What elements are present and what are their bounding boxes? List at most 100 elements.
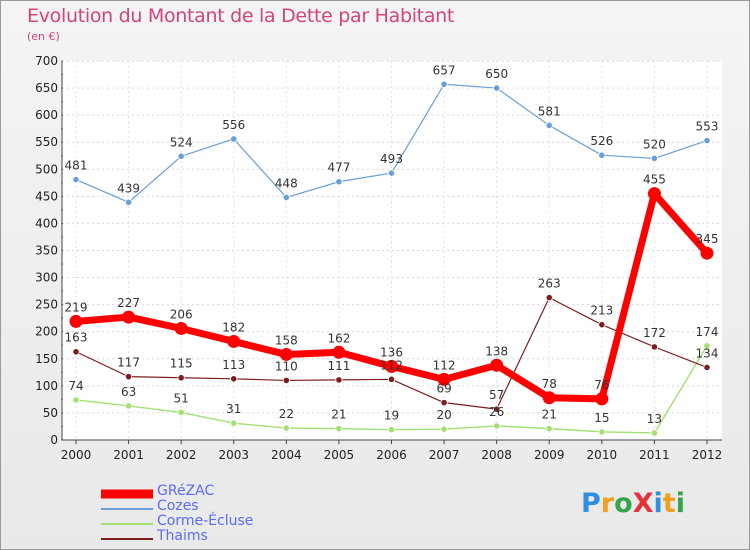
data-label-thaims: 111 — [327, 359, 350, 373]
data-label-thaims: 57 — [489, 388, 504, 402]
logo-letter: P — [581, 488, 601, 519]
y-tick-label: 500 — [35, 162, 58, 176]
x-tick-label: 2002 — [166, 448, 197, 462]
data-label-cozes: 650 — [485, 67, 508, 81]
point-cozes — [387, 169, 396, 177]
data-label-grezac: 162 — [327, 331, 350, 345]
data-label-thaims: 213 — [590, 304, 613, 318]
data-label-cozes: 553 — [696, 120, 719, 134]
point-corme-ecluse — [335, 425, 343, 433]
legend-label: GRéZAC — [157, 483, 215, 499]
point-cozes — [598, 151, 606, 159]
data-label-cozes: 657 — [433, 63, 456, 77]
data-label-thaims: 115 — [170, 357, 193, 371]
point-thaims — [124, 373, 133, 381]
point-cozes — [124, 198, 133, 206]
legend-swatch — [101, 537, 153, 540]
point-cozes — [703, 136, 711, 145]
data-label-grezac: 182 — [222, 320, 245, 334]
point-grezac — [122, 310, 136, 324]
x-tick-label: 2005 — [324, 448, 355, 462]
data-label-cozes: 524 — [170, 135, 193, 149]
point-grezac — [437, 372, 451, 386]
point-corme-ecluse — [493, 422, 501, 430]
legend-label: Corme-Écluse — [157, 513, 254, 529]
point-grezac — [279, 347, 293, 361]
axes: 0 50 100 150 200 250 300 350 400 450 500 550 600 650 7… — [35, 54, 722, 462]
logo-letter: o — [614, 488, 633, 519]
data-label-cozes: 448 — [275, 176, 298, 190]
point-corme-ecluse — [650, 429, 659, 437]
data-label-cozes: 477 — [327, 161, 350, 175]
data-label-thaims: 263 — [538, 277, 561, 291]
data-label-grezac: 138 — [485, 344, 508, 358]
point-grezac — [69, 314, 83, 328]
x-tick-label: 2012 — [692, 448, 723, 462]
legend-swatch — [101, 522, 153, 525]
data-label-cozes: 520 — [643, 137, 666, 151]
point-thaims — [703, 363, 711, 372]
y-tick-label: 700 — [35, 54, 58, 68]
point-corme-ecluse — [230, 419, 238, 427]
data-label-corme-ecluse: 21 — [331, 408, 346, 422]
point-cozes — [282, 193, 290, 202]
data-label-grezac: 345 — [696, 232, 719, 246]
point-thaims — [177, 374, 185, 382]
point-grezac — [174, 321, 188, 335]
point-cozes — [230, 135, 238, 143]
legend-swatch — [101, 489, 153, 498]
data-label-thaims: 112 — [380, 358, 403, 372]
point-corme-ecluse — [282, 424, 290, 432]
data-label-grezac: 78 — [542, 377, 557, 391]
data-label-thaims: 110 — [275, 359, 298, 373]
data-label-corme-ecluse: 174 — [696, 325, 719, 339]
y-tick-label: 0 — [50, 433, 58, 447]
data-label-grezac: 206 — [170, 307, 193, 321]
point-corme-ecluse — [72, 396, 80, 404]
point-cozes — [177, 152, 185, 160]
x-tick-label: 2011 — [639, 448, 670, 462]
y-tick-label: 50 — [43, 406, 58, 420]
point-thaims — [282, 376, 290, 385]
y-tick-label: 650 — [35, 81, 58, 95]
x-tick-label: 2001 — [113, 448, 144, 462]
data-label-thaims: 172 — [643, 326, 666, 340]
data-label-grezac: 158 — [275, 333, 298, 347]
data-label-cozes: 493 — [380, 152, 403, 166]
legend-swatch — [101, 507, 153, 510]
point-thaims — [72, 348, 80, 356]
point-thaims — [598, 321, 606, 329]
data-label-corme-ecluse: 21 — [542, 408, 557, 422]
data-label-grezac: 227 — [117, 296, 140, 310]
point-corme-ecluse — [177, 408, 185, 416]
y-tick-label: 550 — [35, 135, 58, 149]
data-labels: 481 439 524 556 448 477 493 657 650 581 526 520 553 7… — [65, 63, 719, 426]
point-corme-ecluse — [440, 425, 448, 433]
point-thaims — [545, 294, 553, 302]
point-grezac — [490, 358, 504, 372]
data-label-corme-ecluse: 15 — [594, 411, 609, 425]
data-label-cozes: 556 — [222, 118, 245, 132]
data-label-corme-ecluse: 20 — [436, 408, 451, 422]
point-thaims — [387, 375, 396, 383]
legend-label: Cozes — [157, 498, 199, 514]
x-tick-label: 2008 — [481, 448, 512, 462]
x-tick-label: 2004 — [271, 448, 302, 462]
y-tick-label: 250 — [35, 298, 58, 312]
data-label-cozes: 481 — [65, 159, 88, 173]
point-grezac — [542, 391, 556, 405]
data-label-corme-ecluse: 63 — [121, 385, 136, 399]
data-label-corme-ecluse: 31 — [226, 402, 241, 416]
y-tick-label: 200 — [35, 325, 58, 339]
point-grezac — [332, 345, 346, 359]
y-tick-label: 350 — [35, 244, 58, 258]
grid — [62, 60, 722, 441]
point-cozes — [650, 154, 659, 163]
proxiti-logo: ProXiti — [581, 488, 685, 519]
point-cozes — [72, 175, 80, 184]
point-corme-ecluse — [387, 426, 396, 434]
logo-letter: r — [600, 488, 615, 519]
data-label-cozes: 581 — [538, 104, 561, 118]
